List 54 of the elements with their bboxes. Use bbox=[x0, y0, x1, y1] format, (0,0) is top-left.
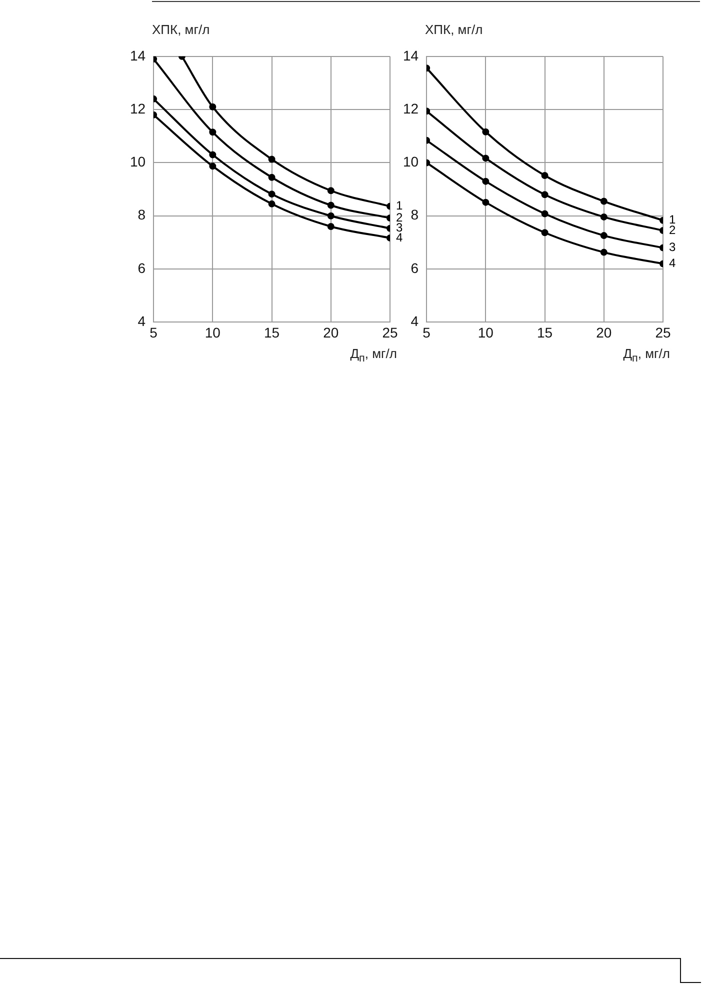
y-tick-label: 14 bbox=[402, 47, 419, 64]
point bbox=[541, 191, 548, 198]
x-tick-label: 5 bbox=[422, 324, 431, 340]
point bbox=[482, 198, 490, 206]
x-tick-label: 5 bbox=[150, 324, 158, 340]
x-tick-label: 25 bbox=[382, 324, 398, 340]
y-axis-title: ХПК, мг/л bbox=[152, 22, 210, 37]
x-tick-label: 15 bbox=[536, 324, 553, 340]
point bbox=[600, 248, 608, 256]
x-tick-label: 25 bbox=[655, 324, 671, 340]
y-tick-label: 12 bbox=[130, 100, 146, 116]
x-tick-label: 10 bbox=[478, 324, 494, 340]
point bbox=[482, 154, 490, 162]
point bbox=[209, 162, 216, 170]
y-tick-label: 4 bbox=[138, 313, 146, 330]
series-label: 4 bbox=[669, 256, 676, 270]
y-tick-label: 4 bbox=[410, 313, 419, 330]
point bbox=[268, 200, 276, 208]
point bbox=[268, 156, 276, 163]
y-tick-label: 12 bbox=[402, 100, 419, 116]
point bbox=[327, 212, 334, 220]
x-axis-title: Д$_{п}$, мг/л bbox=[623, 346, 670, 365]
y-tick-label: 8 bbox=[410, 206, 419, 223]
y-tick-label: 10 bbox=[402, 154, 419, 170]
point bbox=[600, 213, 608, 220]
y-tick-label: 10 bbox=[130, 154, 146, 170]
point bbox=[482, 178, 490, 185]
y-tick-label: 14 bbox=[130, 47, 146, 64]
y-tick-label: 6 bbox=[410, 260, 419, 276]
series-label: 2 bbox=[396, 210, 403, 224]
x-tick-label: 10 bbox=[204, 324, 221, 340]
y-tick-label: 6 bbox=[138, 260, 146, 276]
x-axis-title: Д$_{п}$, мг/л bbox=[350, 346, 397, 365]
point bbox=[600, 232, 608, 240]
series-label: 3 bbox=[669, 240, 676, 254]
point bbox=[268, 190, 276, 198]
point bbox=[600, 198, 608, 205]
point bbox=[209, 128, 216, 136]
x-tick-label: 15 bbox=[264, 324, 280, 340]
point bbox=[327, 187, 334, 194]
point bbox=[482, 128, 490, 136]
point bbox=[541, 172, 548, 179]
y-axis-title: ХПК, мг/л bbox=[425, 22, 483, 37]
point bbox=[541, 229, 548, 236]
point bbox=[209, 151, 216, 158]
x-tick-label: 20 bbox=[323, 324, 339, 340]
point bbox=[268, 174, 276, 181]
y-tick-label: 8 bbox=[138, 206, 146, 223]
point bbox=[327, 202, 334, 209]
series-label: 1 bbox=[396, 198, 403, 213]
point bbox=[541, 210, 548, 218]
x-tick-label: 20 bbox=[596, 324, 612, 340]
point bbox=[327, 223, 334, 230]
point bbox=[209, 103, 216, 110]
